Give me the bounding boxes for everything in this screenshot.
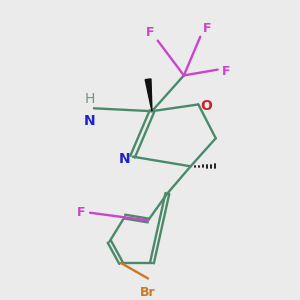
Text: N: N xyxy=(119,152,131,166)
Text: F: F xyxy=(203,22,212,35)
Polygon shape xyxy=(145,79,152,111)
Text: N: N xyxy=(84,114,96,128)
Text: Br: Br xyxy=(140,286,156,299)
Text: O: O xyxy=(200,99,212,113)
Text: F: F xyxy=(146,26,155,39)
Text: F: F xyxy=(222,65,230,78)
Text: F: F xyxy=(77,206,85,219)
Text: H: H xyxy=(85,92,95,106)
